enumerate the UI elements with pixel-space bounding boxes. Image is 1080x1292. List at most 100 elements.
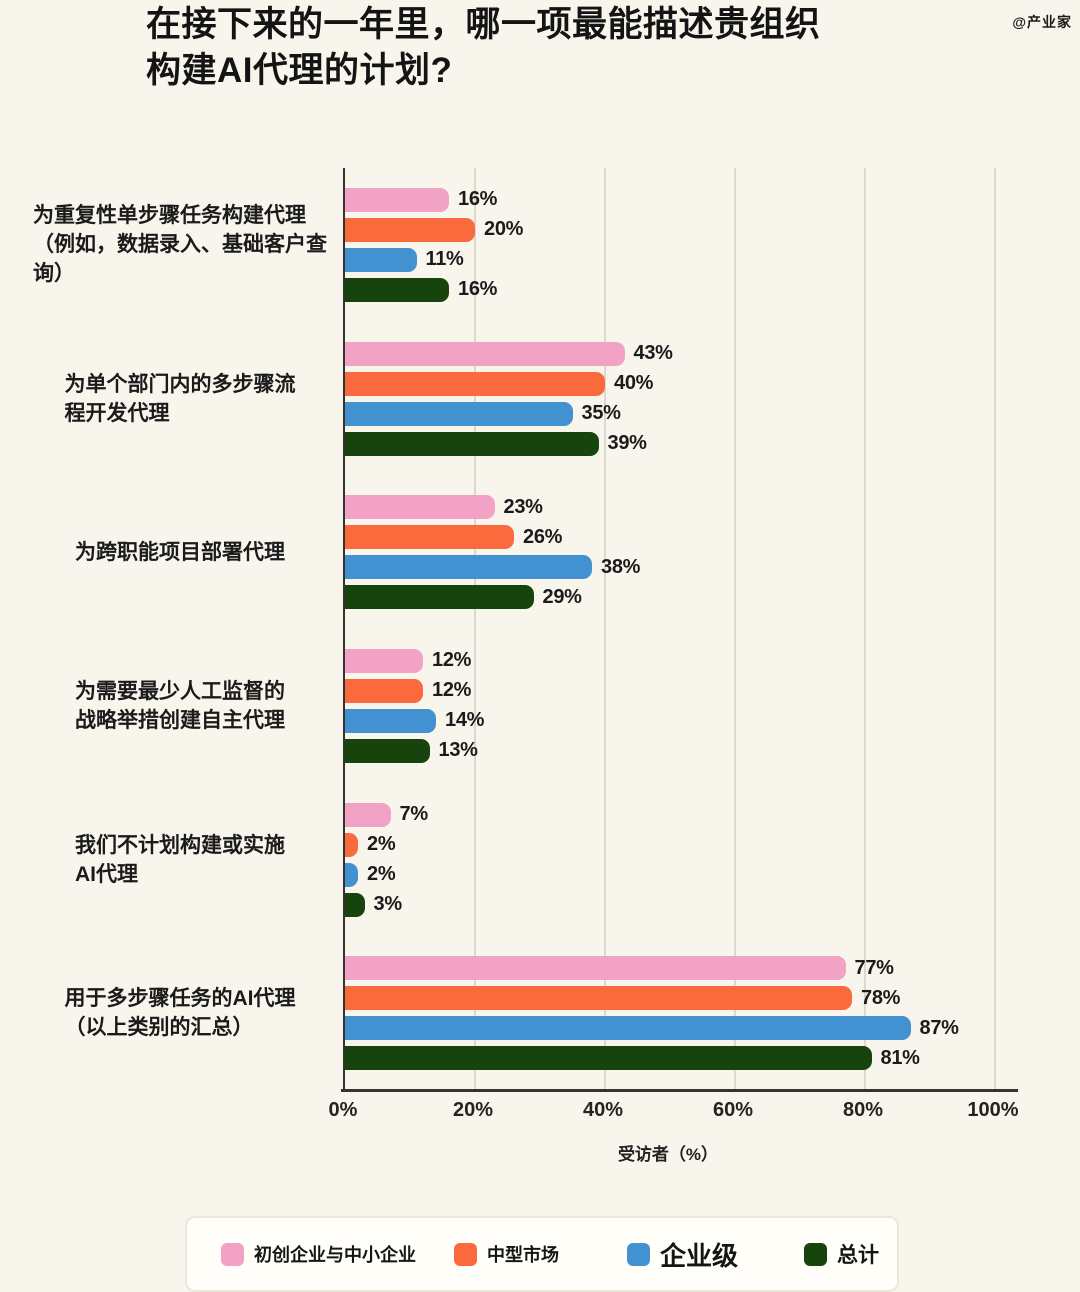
bar-row: 77%: [345, 953, 995, 983]
legend-swatch: [221, 1242, 244, 1266]
gridlines: [345, 168, 996, 1090]
x-tick-label: 80%: [842, 1099, 884, 1121]
category-label-cell: 为单个部门内的多步骤流 程开发代理: [28, 322, 332, 476]
bar-row: 87%: [345, 1013, 995, 1043]
bar-value-label: 20%: [484, 218, 524, 241]
bar-value-label: 77%: [854, 956, 894, 979]
category-label-cell: 我们不计划构建或实施 AI代理: [28, 783, 332, 937]
plot-area: 16% 20% 11% 16% 43% 40% 35% 39% 23% 26% 38% 29% 12% 1…: [343, 168, 996, 1090]
gridline: [994, 168, 996, 1090]
bar-value-label: 35%: [581, 402, 621, 424]
bar-value-label: 13%: [438, 739, 478, 762]
bar: [345, 708, 436, 733]
bar: [345, 892, 365, 917]
bar-value-label: 39%: [607, 432, 647, 454]
legend-item: 中型市场: [454, 1241, 559, 1267]
category-label: 为单个部门内的多步骤流 程开发代理: [64, 372, 296, 425]
bar-group: 77% 78% 87% 81%: [345, 936, 995, 1090]
bar: [345, 648, 423, 673]
bar: [345, 187, 449, 212]
bar-row: 39%: [345, 429, 995, 459]
bar-row: 38%: [345, 552, 995, 582]
category-label-cell: 用于多步骤任务的AI代理 （以上类别的汇总）: [28, 936, 332, 1090]
bar-row: 13%: [345, 736, 995, 766]
bar-row: 3%: [345, 890, 995, 920]
bar-row: 29%: [345, 582, 995, 612]
bar-value-label: 16%: [458, 188, 498, 211]
category-label-cell: 为跨职能项目部署代理: [28, 475, 332, 629]
bar: [345, 862, 358, 887]
bar-row: 20%: [345, 215, 995, 245]
bar: [345, 555, 592, 580]
bar-group: 43% 40% 35% 39%: [345, 322, 995, 476]
x-tick-label: 0%: [328, 1099, 358, 1121]
gridline: [604, 168, 606, 1090]
legend-item: 企业级: [627, 1236, 738, 1273]
bar: [345, 431, 599, 456]
x-tick-label: 100%: [967, 1099, 1019, 1121]
bar-groups: 16% 20% 11% 16% 43% 40% 35% 39% 23% 26% 38% 29% 12% 1…: [345, 168, 995, 1090]
x-axis-spine: [341, 1089, 1018, 1092]
bar-value-label: 2%: [367, 833, 396, 856]
bar-row: 43%: [345, 339, 995, 369]
bar: [345, 738, 430, 763]
bar: [345, 217, 475, 242]
bar: [345, 678, 423, 703]
bar-value-label: 14%: [445, 709, 485, 732]
bar: [345, 1046, 872, 1071]
legend-item: 总计: [804, 1239, 879, 1269]
bar-row: 14%: [345, 706, 995, 736]
bar: [345, 585, 534, 610]
category-label: 为跨职能项目部署代理: [75, 540, 285, 564]
legend-swatch: [627, 1242, 650, 1266]
bar-value-label: 40%: [614, 372, 654, 394]
bar: [345, 802, 391, 827]
bar: [345, 525, 514, 550]
bar-row: 23%: [345, 492, 995, 522]
gridline: [474, 168, 476, 1090]
bar-value-label: 7%: [399, 803, 429, 826]
bar-group: 7% 2% 2% 3%: [345, 783, 995, 937]
category-label: 为需要最少人工监督的 战略举措创建自主代理: [75, 679, 285, 732]
legend-label: 总计: [837, 1244, 880, 1267]
category-label: 用于多步骤任务的AI代理 （以上类别的汇总）: [64, 987, 296, 1040]
x-axis-title: 受访者（%）: [617, 1145, 719, 1164]
bar-value-label: 12%: [432, 679, 472, 702]
bar: [345, 495, 495, 520]
legend-label: 企业级: [660, 1240, 739, 1271]
bar-group: 16% 20% 11% 16%: [345, 168, 995, 322]
category-label-cell: 为需要最少人工监督的 战略举措创建自主代理: [28, 629, 332, 783]
bar-value-label: 23%: [503, 495, 543, 518]
category-label: 我们不计划构建或实施 AI代理: [75, 833, 285, 886]
category-label-cell: 为重复性单步骤任务构建代理 （例如，数据录入、基础客户查 询）: [28, 168, 332, 322]
bar-group: 23% 26% 38% 29%: [345, 475, 995, 629]
bar-value-label: 2%: [367, 863, 396, 886]
category-labels: 为重复性单步骤任务构建代理 （例如，数据录入、基础客户查 询） 为单个部门内的多步…: [28, 168, 332, 1090]
gridline: [864, 168, 866, 1090]
x-tick-label: 20%: [452, 1099, 494, 1121]
bar-value-label: 29%: [542, 585, 582, 608]
bar: [345, 401, 573, 426]
bar: [345, 1016, 911, 1041]
bar-value-label: 87%: [919, 1016, 959, 1039]
bar: [345, 956, 846, 981]
legend-swatch: [454, 1242, 477, 1266]
bar-row: 26%: [345, 522, 995, 552]
bar-row: 40%: [345, 369, 995, 399]
bar-value-label: 3%: [373, 893, 403, 916]
bar: [345, 341, 625, 366]
bar: [345, 832, 358, 857]
bar: [345, 277, 449, 302]
legend-label: 中型市场: [487, 1245, 559, 1265]
bar-value-label: 16%: [458, 278, 498, 301]
bar-row: 78%: [345, 983, 995, 1013]
legend-item: 初创企业与中小企业: [221, 1241, 416, 1267]
x-axis-ticks: 0% 20% 40% 60% 80% 100%: [329, 1099, 1019, 1125]
legend-swatch: [804, 1242, 828, 1266]
bar-row: 2%: [345, 860, 995, 890]
x-tick-label: 40%: [582, 1099, 624, 1121]
category-label: 为重复性单步骤任务构建代理 （例如，数据录入、基础客户查 询）: [33, 204, 327, 286]
bar-row: 81%: [345, 1043, 995, 1073]
bar-row: 35%: [345, 399, 995, 429]
